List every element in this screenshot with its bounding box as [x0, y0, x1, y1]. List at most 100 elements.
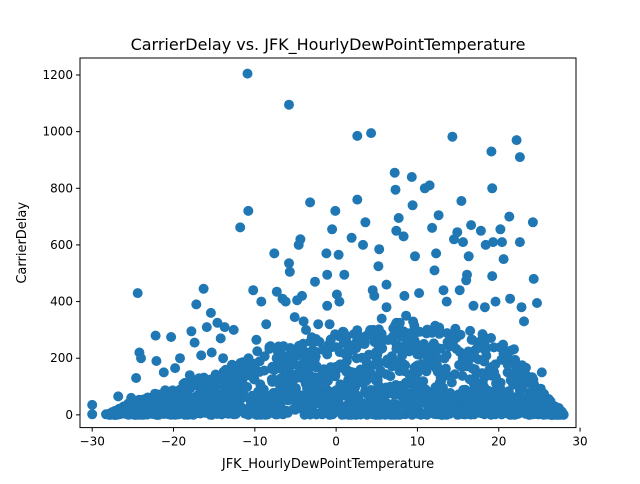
data-point — [189, 337, 200, 348]
data-point — [341, 356, 352, 367]
data-point — [341, 379, 352, 390]
x-tick-label: 20 — [491, 435, 506, 449]
data-point — [277, 387, 288, 398]
data-point — [133, 400, 143, 411]
data-point — [450, 407, 461, 418]
data-point — [170, 363, 181, 374]
data-point — [458, 384, 469, 395]
data-point — [467, 395, 478, 406]
data-point — [387, 335, 398, 345]
data-point — [249, 374, 259, 385]
data-point — [370, 387, 381, 398]
data-point — [296, 395, 307, 406]
data-point — [210, 375, 221, 386]
data-point — [441, 296, 452, 307]
data-point — [299, 348, 310, 359]
data-point — [252, 346, 263, 357]
data-point — [352, 194, 363, 205]
data-point — [209, 382, 220, 393]
data-point — [494, 406, 505, 417]
data-point — [313, 319, 324, 330]
data-point — [285, 347, 296, 358]
data-point — [219, 322, 230, 333]
data-point — [179, 378, 190, 389]
data-point — [473, 342, 484, 353]
data-point — [466, 220, 477, 231]
data-point — [205, 307, 216, 318]
data-point — [499, 347, 509, 357]
data-point — [354, 331, 365, 342]
data-point — [391, 225, 402, 236]
data-point — [194, 399, 205, 410]
data-point — [374, 409, 385, 420]
x-axis-label: JFK_HourlyDewPointTemperature — [221, 457, 434, 472]
data-point — [196, 391, 207, 402]
data-point — [334, 393, 345, 404]
data-point — [322, 300, 333, 311]
data-point — [264, 341, 275, 352]
data-point — [504, 211, 515, 222]
data-point — [197, 381, 208, 391]
data-point — [396, 409, 407, 420]
data-point — [271, 286, 282, 297]
data-point — [514, 237, 525, 248]
data-point — [399, 366, 409, 377]
data-point — [490, 372, 501, 383]
data-point — [278, 341, 289, 352]
data-point — [536, 367, 547, 378]
data-point — [331, 385, 342, 396]
data-point — [361, 375, 372, 386]
data-point — [366, 128, 377, 139]
data-point — [432, 366, 443, 377]
data-point — [297, 290, 307, 301]
data-point — [524, 409, 534, 420]
data-point — [346, 232, 357, 243]
data-point — [254, 366, 265, 377]
data-point — [498, 254, 509, 265]
data-point — [495, 224, 506, 235]
data-point — [351, 409, 362, 420]
data-point — [309, 385, 320, 396]
data-point — [310, 351, 321, 362]
data-point — [289, 385, 300, 396]
y-tick-label: 1200 — [42, 68, 73, 82]
data-point — [327, 224, 338, 235]
data-point — [488, 237, 499, 248]
y-tick-label: 1000 — [42, 125, 73, 139]
data-point — [201, 322, 212, 333]
data-point — [304, 374, 315, 384]
x-tick-label: −10 — [242, 435, 267, 449]
data-point — [465, 325, 476, 336]
data-point — [402, 337, 413, 348]
data-point — [490, 296, 501, 307]
data-point — [505, 293, 516, 304]
data-point — [338, 338, 349, 349]
y-tick-label: 0 — [65, 408, 73, 422]
data-point — [360, 217, 371, 228]
data-point — [517, 383, 527, 394]
data-point — [166, 332, 177, 342]
data-point — [407, 200, 418, 211]
data-point — [305, 361, 316, 372]
data-point — [374, 244, 385, 255]
data-point — [514, 152, 525, 163]
data-point — [391, 343, 402, 354]
data-point — [284, 266, 295, 277]
data-point — [218, 372, 229, 383]
data-point — [185, 392, 196, 403]
data-point — [184, 370, 195, 381]
data-point — [181, 402, 191, 413]
y-ticks: 0 200 400 600 800 1000 1200 — [42, 68, 80, 422]
data-point — [462, 269, 472, 280]
data-point — [131, 373, 142, 383]
data-point — [280, 296, 291, 307]
data-point — [284, 258, 294, 269]
data-point — [511, 135, 522, 146]
data-point — [257, 408, 268, 419]
data-point — [212, 317, 223, 328]
data-point — [348, 387, 359, 397]
data-point — [318, 364, 329, 375]
data-point — [420, 384, 431, 395]
data-point — [396, 391, 407, 401]
data-point — [126, 392, 137, 403]
